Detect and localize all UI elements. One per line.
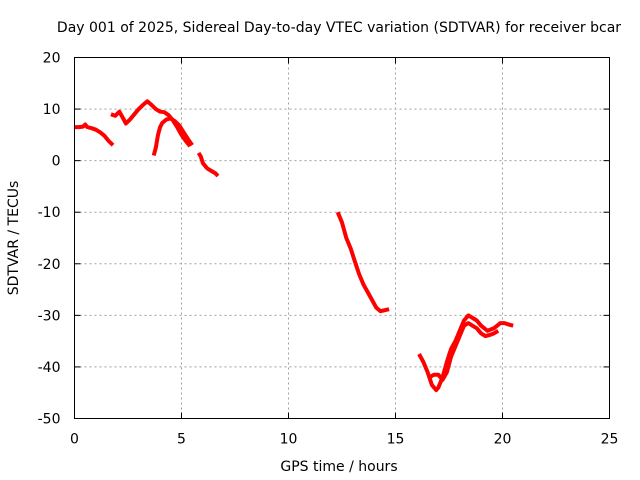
x-tick-label: 15 xyxy=(387,432,405,448)
x-tick-label: 0 xyxy=(70,432,79,448)
series-line-arc-3 xyxy=(151,116,194,157)
x-tick-label: 5 xyxy=(177,432,186,448)
grid xyxy=(74,57,610,419)
series-line-arc-7 xyxy=(428,321,500,382)
series-line-arc-2 xyxy=(110,99,192,148)
series-line-arc-5 xyxy=(335,211,390,314)
x-tick-label: 25 xyxy=(601,432,619,448)
y-tick-label: 10 xyxy=(43,102,61,118)
series-group xyxy=(74,99,514,393)
y-axis-label: SDTVAR / TECUs xyxy=(6,181,22,296)
series-line-arc-6 xyxy=(417,313,514,393)
y-tick-label: 0 xyxy=(52,154,61,170)
y-tick-label: -30 xyxy=(38,308,61,324)
y-tick-label: 20 xyxy=(43,51,61,67)
chart-title: Day 001 of 2025, Sidereal Day-to-day VTE… xyxy=(57,20,621,36)
series-line-arc-4 xyxy=(196,151,220,178)
x-axis-label: GPS time / hours xyxy=(280,459,397,475)
axes-ticks: 0 5 10 15 20 25 -50 -40 -30 -20 -10 0 10 20 xyxy=(38,51,619,448)
y-tick-label: -50 xyxy=(38,412,61,428)
x-tick-label: 20 xyxy=(494,432,512,448)
plot-frame xyxy=(74,57,610,419)
y-tick-label: -40 xyxy=(38,360,61,376)
y-tick-label: -20 xyxy=(38,257,61,273)
series-line-arc-1 xyxy=(74,122,115,147)
x-tick-label: 10 xyxy=(280,432,298,448)
y-tick-label: -10 xyxy=(38,205,61,221)
